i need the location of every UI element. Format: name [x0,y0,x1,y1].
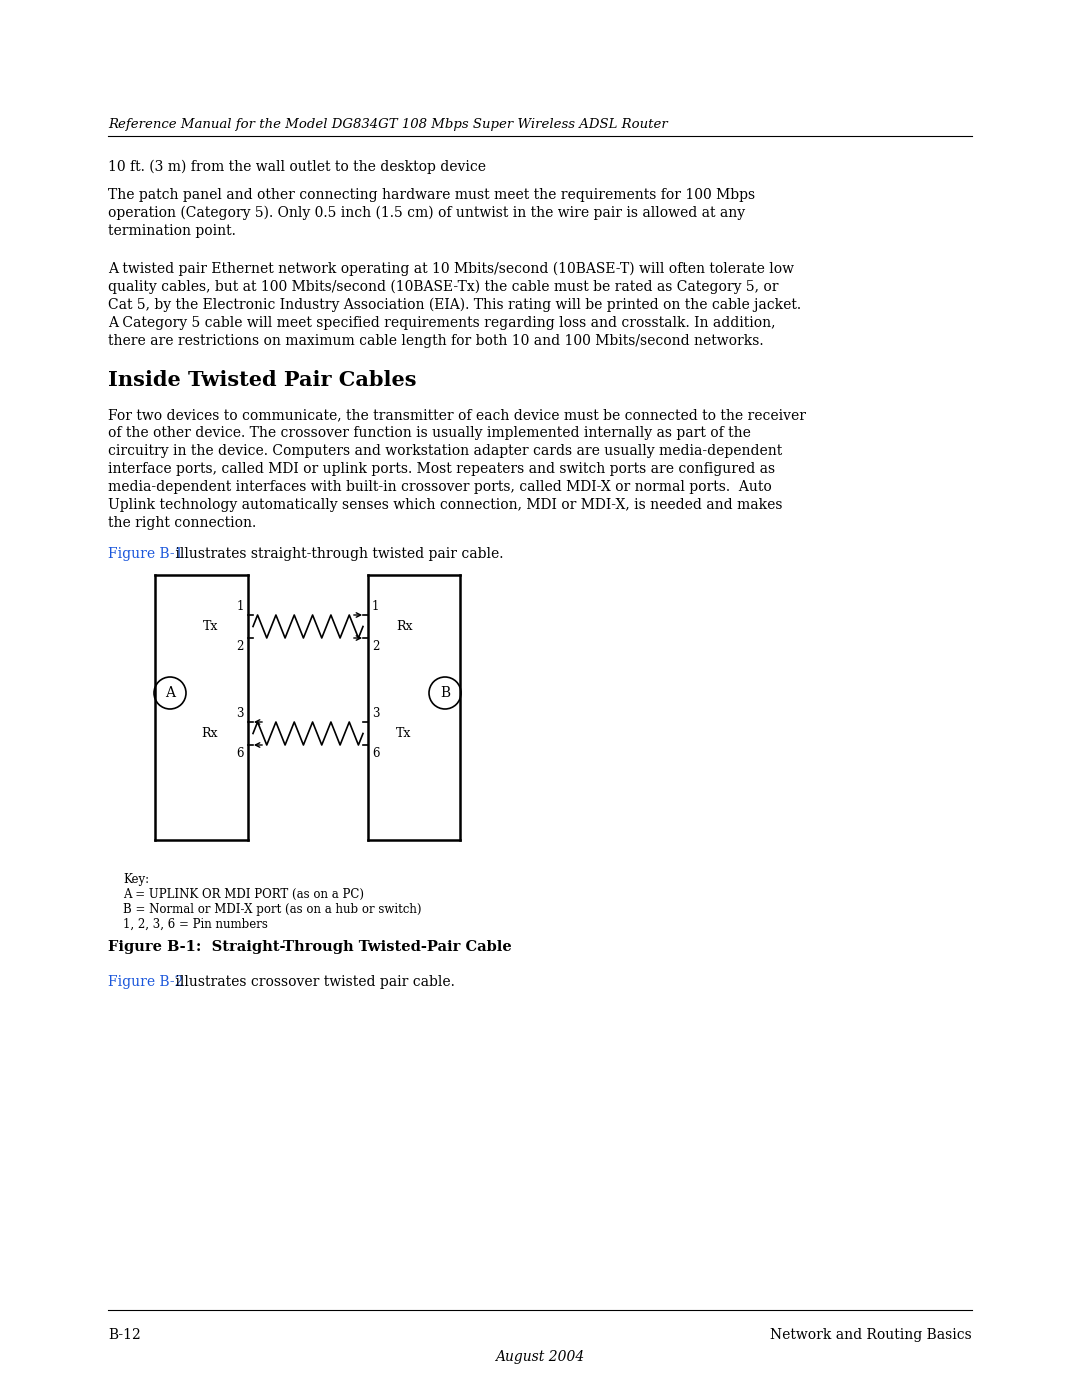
Text: illustrates crossover twisted pair cable.: illustrates crossover twisted pair cable… [171,975,455,989]
Text: circuitry in the device. Computers and workstation adapter cards are usually med: circuitry in the device. Computers and w… [108,444,782,458]
Text: B: B [440,686,450,700]
Text: Cat 5, by the Electronic Industry Association (EIA). This rating will be printed: Cat 5, by the Electronic Industry Associ… [108,298,801,313]
Text: August 2004: August 2004 [496,1350,584,1363]
Text: operation (Category 5). Only 0.5 inch (1.5 cm) of untwist in the wire pair is al: operation (Category 5). Only 0.5 inch (1… [108,205,745,221]
Text: 3: 3 [372,707,379,719]
Text: Network and Routing Basics: Network and Routing Basics [770,1329,972,1343]
Text: 2: 2 [372,640,379,652]
Text: B-12: B-12 [108,1329,140,1343]
Text: media-dependent interfaces with built-in crossover ports, called MDI-X or normal: media-dependent interfaces with built-in… [108,481,772,495]
Text: For two devices to communicate, the transmitter of each device must be connected: For two devices to communicate, the tran… [108,408,806,422]
Text: there are restrictions on maximum cable length for both 10 and 100 Mbits/second : there are restrictions on maximum cable … [108,334,764,348]
Text: Figure B-2: Figure B-2 [108,975,184,989]
Text: A twisted pair Ethernet network operating at 10 Mbits/second (10BASE-T) will oft: A twisted pair Ethernet network operatin… [108,263,794,277]
Text: 10 ft. (3 m) from the wall outlet to the desktop device: 10 ft. (3 m) from the wall outlet to the… [108,161,486,175]
Text: A Category 5 cable will meet specified requirements regarding loss and crosstalk: A Category 5 cable will meet specified r… [108,316,775,330]
Text: Tx: Tx [396,726,411,740]
Text: illustrates straight-through twisted pair cable.: illustrates straight-through twisted pai… [171,548,503,562]
Text: Key:: Key: [123,873,149,886]
Text: Inside Twisted Pair Cables: Inside Twisted Pair Cables [108,370,417,390]
Text: The patch panel and other connecting hardware must meet the requirements for 100: The patch panel and other connecting har… [108,189,755,203]
Text: 2: 2 [237,640,244,652]
Text: 6: 6 [372,747,379,760]
Text: 1, 2, 3, 6 = Pin numbers: 1, 2, 3, 6 = Pin numbers [123,918,268,930]
Text: Rx: Rx [396,620,413,633]
Text: B = Normal or MDI-X port (as on a hub or switch): B = Normal or MDI-X port (as on a hub or… [123,902,421,916]
Text: 6: 6 [237,747,244,760]
Text: 3: 3 [237,707,244,719]
Text: A: A [165,686,175,700]
Text: quality cables, but at 100 Mbits/second (10BASE-Tx) the cable must be rated as C: quality cables, but at 100 Mbits/second … [108,279,779,295]
Text: Figure B-1:  Straight-Through Twisted-Pair Cable: Figure B-1: Straight-Through Twisted-Pai… [108,940,512,954]
Text: the right connection.: the right connection. [108,515,256,529]
Text: Figure B-1: Figure B-1 [108,548,184,562]
Text: 1: 1 [372,599,379,613]
Text: Rx: Rx [202,726,218,740]
Text: Tx: Tx [203,620,218,633]
Text: A = UPLINK OR MDI PORT (as on a PC): A = UPLINK OR MDI PORT (as on a PC) [123,888,364,901]
Text: Uplink technology automatically senses which connection, MDI or MDI-X, is needed: Uplink technology automatically senses w… [108,497,783,511]
Text: termination point.: termination point. [108,224,235,237]
Text: Reference Manual for the Model DG834GT 108 Mbps Super Wireless ADSL Router: Reference Manual for the Model DG834GT 1… [108,117,667,131]
Text: interface ports, called MDI or uplink ports. Most repeaters and switch ports are: interface ports, called MDI or uplink po… [108,462,775,476]
Text: of the other device. The crossover function is usually implemented internally as: of the other device. The crossover funct… [108,426,751,440]
Text: 1: 1 [237,599,244,613]
